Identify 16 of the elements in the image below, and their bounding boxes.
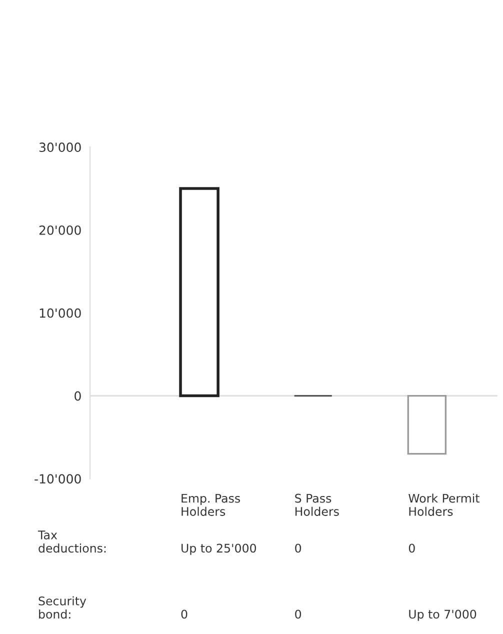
text: 0 — [181, 610, 188, 619]
x-tick-label: S Pass Holders — [295, 494, 339, 516]
text: 0 — [295, 610, 302, 619]
y-tick-label: 20'000 — [39, 225, 81, 235]
text: Tax deductions: — [38, 530, 106, 553]
x-tick-label: Work Permit Holders — [408, 494, 480, 516]
text: Up to 25'000 — [182, 544, 256, 555]
text: Up to 7'000 — [409, 610, 476, 621]
y-tick-label: -10'000 — [34, 474, 81, 484]
y-tick-label: 30'000 — [39, 142, 81, 152]
text: 0 — [295, 544, 302, 553]
y-tick-label: 0 — [74, 391, 81, 401]
y-tick-label: 10'000 — [40, 308, 81, 318]
text: Security bond: — [38, 596, 86, 619]
x-tick-label: Emp. Pass Holders — [182, 494, 240, 516]
text: 0 — [408, 544, 415, 553]
